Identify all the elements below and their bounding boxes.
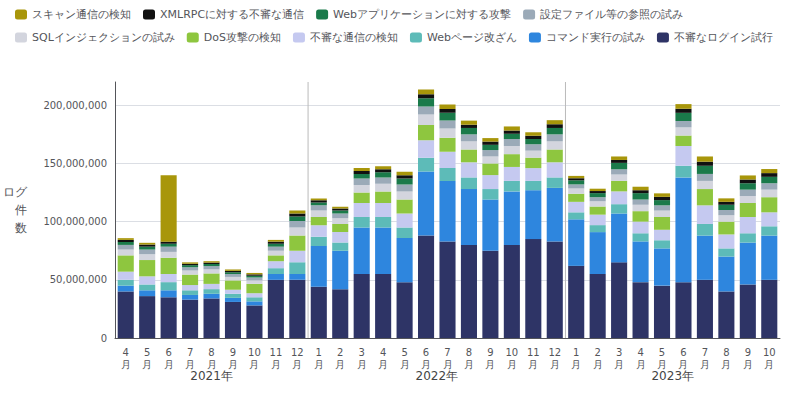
svg-text:月: 月 [249, 359, 259, 370]
svg-text:DoS攻撃の検知: DoS攻撃の検知 [204, 31, 281, 44]
svg-text:2021年: 2021年 [190, 369, 233, 383]
svg-text:5: 5 [401, 347, 407, 358]
svg-text:月: 月 [721, 359, 731, 370]
svg-text:月: 月 [636, 359, 646, 370]
svg-text:月: 月 [271, 359, 281, 370]
svg-text:件: 件 [15, 203, 27, 217]
svg-text:10: 10 [763, 347, 776, 358]
svg-text:6: 6 [680, 347, 686, 358]
svg-text:月: 月 [121, 359, 131, 370]
svg-text:4: 4 [380, 347, 386, 358]
svg-text:月: 月 [421, 359, 431, 370]
svg-text:月: 月 [571, 359, 581, 370]
svg-text:ログ: ログ [3, 185, 28, 199]
svg-text:11: 11 [270, 347, 283, 358]
svg-text:月: 月 [207, 359, 217, 370]
svg-text:月: 月 [743, 359, 753, 370]
svg-text:不審なログイン試行: 不審なログイン試行 [674, 31, 773, 44]
svg-text:8: 8 [723, 347, 729, 358]
svg-text:2022年: 2022年 [416, 369, 459, 383]
svg-text:月: 月 [464, 359, 474, 370]
svg-text:月: 月 [764, 359, 774, 370]
svg-text:5: 5 [659, 347, 665, 358]
svg-text:10: 10 [248, 347, 261, 358]
svg-text:月: 月 [678, 359, 688, 370]
svg-text:7: 7 [702, 347, 708, 358]
svg-text:数: 数 [15, 221, 27, 235]
svg-text:5: 5 [144, 347, 150, 358]
svg-text:設定ファイル等の参照の試み: 設定ファイル等の参照の試み [540, 8, 683, 21]
svg-text:月: 月 [378, 359, 388, 370]
svg-text:3: 3 [616, 347, 622, 358]
svg-text:Webページ改ざん: Webページ改ざん [427, 31, 517, 44]
svg-text:月: 月 [528, 359, 538, 370]
svg-text:月: 月 [443, 359, 453, 370]
svg-text:11: 11 [527, 347, 540, 358]
svg-text:7: 7 [444, 347, 450, 358]
svg-text:SQLインジェクションの試み: SQLインジェクションの試み [32, 31, 175, 44]
svg-text:50,000,000: 50,000,000 [50, 274, 107, 285]
svg-text:月: 月 [400, 359, 410, 370]
svg-text:スキャン通信の検知: スキャン通信の検知 [32, 8, 131, 21]
svg-text:150,000,000: 150,000,000 [43, 158, 107, 169]
svg-text:8: 8 [208, 347, 214, 358]
svg-text:コマンド実行の試み: コマンド実行の試み [546, 31, 645, 44]
svg-text:2: 2 [337, 347, 343, 358]
svg-text:3: 3 [359, 347, 365, 358]
svg-text:4: 4 [123, 347, 129, 358]
svg-text:月: 月 [357, 359, 367, 370]
svg-text:Webアプリケーションに対する攻撃: Webアプリケーションに対する攻撃 [333, 8, 511, 21]
svg-text:6: 6 [165, 347, 171, 358]
svg-text:4: 4 [637, 347, 643, 358]
svg-text:月: 月 [550, 359, 560, 370]
svg-text:月: 月 [228, 359, 238, 370]
svg-text:1: 1 [316, 347, 322, 358]
svg-text:月: 月 [507, 359, 517, 370]
svg-text:2: 2 [594, 347, 600, 358]
svg-text:10: 10 [505, 347, 518, 358]
svg-text:100,000,000: 100,000,000 [43, 216, 107, 227]
svg-text:月: 月 [314, 359, 324, 370]
svg-text:月: 月 [593, 359, 603, 370]
svg-text:6: 6 [423, 347, 429, 358]
svg-text:月: 月 [185, 359, 195, 370]
svg-text:0: 0 [101, 333, 107, 344]
svg-text:月: 月 [614, 359, 624, 370]
svg-text:12: 12 [548, 347, 561, 358]
svg-text:200,000,000: 200,000,000 [43, 100, 107, 111]
svg-text:9: 9 [745, 347, 751, 358]
svg-text:月: 月 [335, 359, 345, 370]
svg-text:7: 7 [187, 347, 193, 358]
svg-text:2023年: 2023年 [651, 369, 694, 383]
svg-text:月: 月 [292, 359, 302, 370]
svg-text:月: 月 [485, 359, 495, 370]
svg-text:月: 月 [700, 359, 710, 370]
svg-text:月: 月 [657, 359, 667, 370]
svg-text:1: 1 [573, 347, 579, 358]
svg-text:12: 12 [291, 347, 304, 358]
svg-text:9: 9 [230, 347, 236, 358]
svg-text:9: 9 [487, 347, 493, 358]
svg-text:月: 月 [142, 359, 152, 370]
svg-text:不審な通信の検知: 不審な通信の検知 [310, 31, 398, 44]
svg-text:8: 8 [466, 347, 472, 358]
svg-text:月: 月 [164, 359, 174, 370]
svg-text:XMLRPCに対する不審な通信: XMLRPCに対する不審な通信 [160, 8, 304, 21]
